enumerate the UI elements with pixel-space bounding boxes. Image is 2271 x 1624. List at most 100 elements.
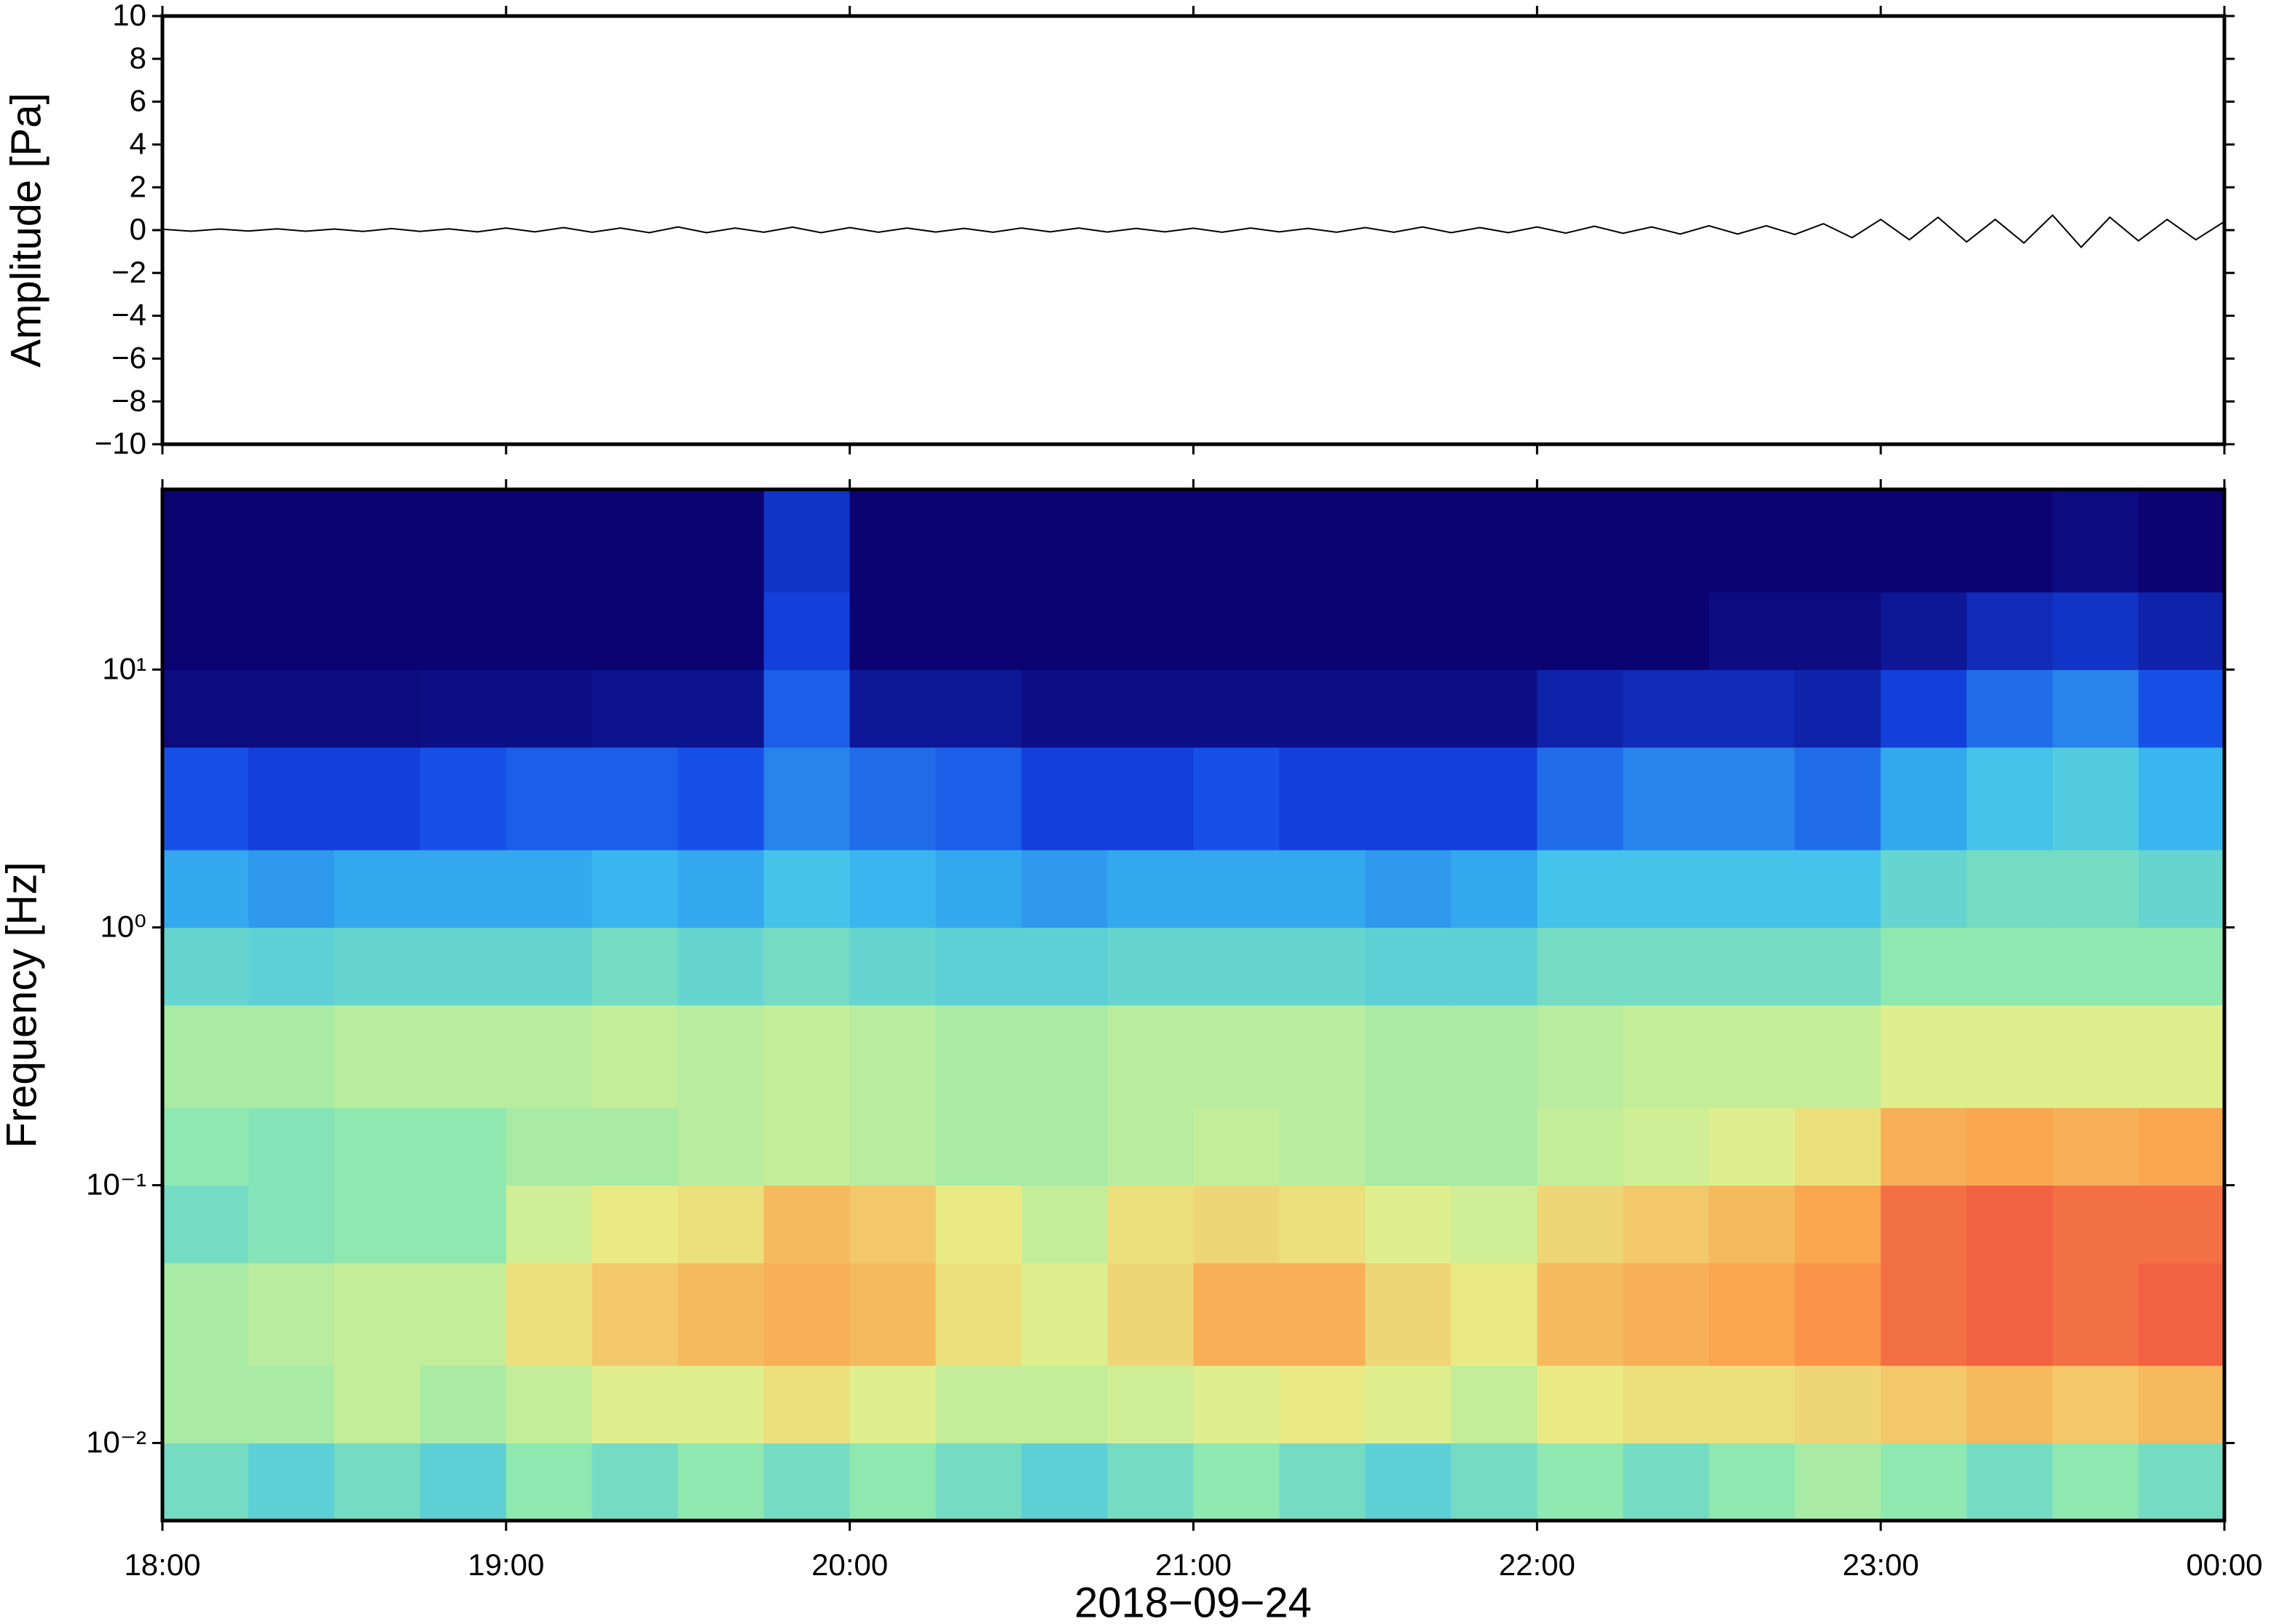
heatmap-cell xyxy=(1881,1005,1967,1108)
heatmap-cell xyxy=(1795,591,1881,671)
heatmap-cell xyxy=(1365,1365,1452,1444)
heatmap-cell xyxy=(2138,1365,2225,1444)
heatmap-cell xyxy=(505,1107,593,1186)
heatmap-cell xyxy=(162,591,249,671)
heatmap-cell xyxy=(677,1107,765,1186)
heatmap-cell xyxy=(677,1185,765,1264)
heatmap-cell xyxy=(420,927,507,1006)
heatmap-cell xyxy=(1623,1365,1709,1444)
heatmap-cell xyxy=(1881,591,1967,671)
heatmap-cell xyxy=(935,1185,1023,1264)
heatmap-cell xyxy=(1021,1107,1109,1186)
heatmap-cell xyxy=(1193,1263,1280,1366)
heatmap-cell xyxy=(1279,747,1366,851)
heatmap-cell xyxy=(935,849,1023,929)
waveform xyxy=(162,213,2225,248)
heatmap-cell xyxy=(2138,669,2225,748)
heatmap-cell xyxy=(1967,591,2053,671)
heatmap-cell xyxy=(591,591,679,671)
heatmap-cell xyxy=(162,1107,249,1186)
heatmap-cell xyxy=(420,669,507,748)
heatmap-cell xyxy=(763,489,851,593)
heatmap-cell xyxy=(162,1365,249,1444)
heatmap-cell xyxy=(1881,1107,1967,1186)
heatmap-cell xyxy=(677,489,765,593)
heatmap-cell xyxy=(1451,1005,1538,1108)
heatmap-cell xyxy=(677,591,765,671)
heatmap-cell xyxy=(763,1263,851,1366)
heatmap-cell xyxy=(1795,927,1881,1006)
heatmap-cell xyxy=(1451,747,1538,851)
heatmap-cell xyxy=(1881,1263,1967,1366)
heatmap-cell xyxy=(1623,669,1709,748)
heatmap-cell xyxy=(1967,1443,2053,1521)
heatmap-cell xyxy=(2052,489,2139,593)
heatmap-cell xyxy=(248,591,335,671)
heatmap-cell xyxy=(1881,669,1967,748)
heatmap-cell xyxy=(849,1443,937,1521)
heatmap-cell xyxy=(1709,747,1795,851)
heatmap-cell xyxy=(591,1365,679,1444)
heatmap-cell xyxy=(1365,1005,1452,1108)
heatmap-cell xyxy=(1881,927,1967,1006)
heatmap-cell xyxy=(505,591,593,671)
heatmap-cell xyxy=(1537,849,1623,929)
heatmap-cell xyxy=(849,489,937,593)
heatmap-cell xyxy=(1537,669,1623,748)
heatmap-cell xyxy=(1881,747,1967,851)
heatmap-cell xyxy=(1881,1185,1967,1264)
heatmap-cell xyxy=(1709,1185,1795,1264)
heatmap-cell xyxy=(1795,1365,1881,1444)
heatmap-cell xyxy=(1021,591,1109,671)
heatmap-cell xyxy=(677,669,765,748)
heatmap-cell xyxy=(1451,1263,1538,1366)
heatmap-cell xyxy=(1021,669,1109,748)
heatmap-cell xyxy=(591,1263,679,1366)
heatmap-cell xyxy=(420,489,507,593)
y-tick-label: −4 xyxy=(111,298,146,332)
heatmap-cell xyxy=(1107,1107,1194,1186)
heatmap-cell xyxy=(849,849,937,929)
heatmap-cell xyxy=(1537,1005,1623,1108)
heatmap-cell xyxy=(248,1107,335,1186)
heatmap-cell xyxy=(420,747,507,851)
heatmap-cell xyxy=(1107,1365,1194,1444)
heatmap-cell xyxy=(2138,591,2225,671)
heatmap-cell xyxy=(334,927,421,1006)
heatmap-cell xyxy=(2052,849,2139,929)
heatmap-cell xyxy=(420,849,507,929)
heatmap-cell xyxy=(420,1005,507,1108)
heatmap-cell xyxy=(1193,927,1280,1006)
heatmap-cell xyxy=(1365,849,1452,929)
heatmap-cell xyxy=(505,1443,593,1521)
heatmap-cell xyxy=(1709,489,1795,593)
heatmap-cell xyxy=(1193,1443,1280,1521)
heatmap-cell xyxy=(1623,1185,1709,1264)
heatmap-cell xyxy=(1795,1263,1881,1366)
y-tick-label: 10⁰ xyxy=(100,910,146,944)
heatmap-cell xyxy=(505,747,593,851)
heatmap-cell xyxy=(162,1005,249,1108)
heatmap-cell xyxy=(162,1443,249,1521)
heatmap-cell xyxy=(1967,747,2053,851)
heatmap-cell xyxy=(1279,1365,1366,1444)
heatmap-cell xyxy=(935,1005,1023,1108)
heatmap-cell xyxy=(1193,1185,1280,1264)
heatmap-cell xyxy=(1451,927,1538,1006)
heatmap-cell xyxy=(2138,849,2225,929)
heatmap-cell xyxy=(849,1185,937,1264)
heatmap-cell xyxy=(1537,489,1623,593)
heatmap-cell xyxy=(591,747,679,851)
heatmap-cell xyxy=(1279,1263,1366,1366)
heatmap-cell xyxy=(2138,1185,2225,1264)
heatmap-cell xyxy=(1623,1107,1709,1186)
x-tick-label: 18:00 xyxy=(124,1548,200,1582)
heatmap-cell xyxy=(2052,1185,2139,1264)
heatmap-cell xyxy=(1451,1107,1538,1186)
heatmap-cell xyxy=(1537,1107,1623,1186)
y-tick-label: 8 xyxy=(130,41,146,75)
heatmap-cell xyxy=(591,489,679,593)
heatmap-cell xyxy=(1795,1107,1881,1186)
heatmap-cell xyxy=(1021,849,1109,929)
heatmap-cell xyxy=(334,1107,421,1186)
